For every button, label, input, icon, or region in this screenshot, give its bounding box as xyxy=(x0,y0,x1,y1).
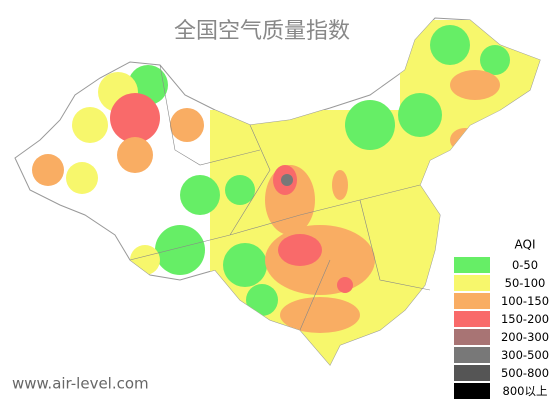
legend-label: 300-500 xyxy=(501,348,549,362)
legend-swatch xyxy=(454,365,490,381)
legend-label: 500-800 xyxy=(501,366,549,380)
legend-label: 800以上 xyxy=(503,384,548,398)
legend-swatch xyxy=(454,275,490,291)
legend-label: 100-150 xyxy=(501,294,549,308)
legend-label: 200-300 xyxy=(501,330,549,344)
legend-swatch xyxy=(454,257,490,273)
legend-swatch xyxy=(454,293,490,309)
legend-swatch xyxy=(454,347,490,363)
legend: AQI 0-50 50-100 100-150 150-200 200-300 300-5… xyxy=(453,236,555,400)
watermark: www.air-level.com xyxy=(12,375,149,393)
legend-title: AQI xyxy=(515,238,536,252)
title: 全国空气质量指数 xyxy=(174,19,350,44)
legend-label: 0-50 xyxy=(512,258,538,272)
legend-swatch xyxy=(454,383,490,399)
legend-label: 50-100 xyxy=(505,276,546,290)
legend-swatch xyxy=(454,311,490,327)
legend-swatch xyxy=(454,329,490,345)
legend-label: 150-200 xyxy=(501,312,549,326)
